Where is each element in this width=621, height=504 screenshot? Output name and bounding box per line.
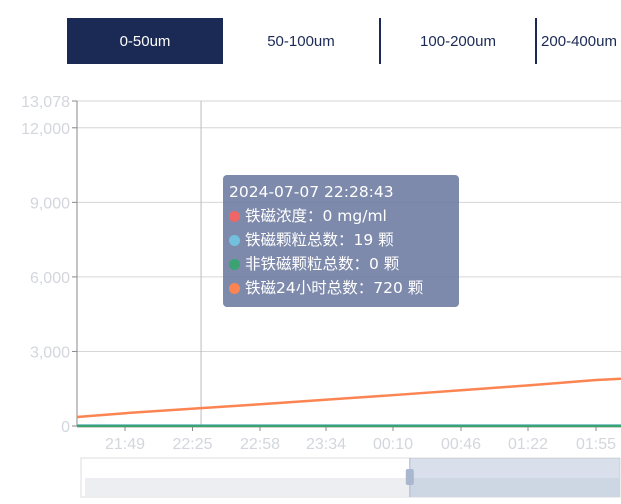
tooltip-label: 铁磁24小时总数：720 颗 — [245, 279, 424, 297]
red-dot-icon — [229, 210, 240, 222]
x-tick-label: 22:25 — [172, 436, 212, 453]
tooltip-row: 非铁磁颗粒总数：0 颗 — [229, 252, 453, 276]
y-tick-label: 9,000 — [30, 195, 70, 212]
tooltip-label: 非铁磁颗粒总数：0 颗 — [245, 255, 400, 273]
tooltip-row: 铁磁24小时总数：720 颗 — [229, 276, 453, 300]
tooltip-label: 铁磁浓度：0 mg/ml — [245, 207, 387, 225]
y-tick-label: 6,000 — [30, 270, 70, 287]
green-dot-icon — [229, 258, 240, 270]
tooltip: 2024-07-07 22:28:43 铁磁浓度：0 mg/ml 铁磁颗粒总数：… — [223, 175, 459, 307]
tab-200-400um[interactable]: 200-400um — [535, 18, 621, 64]
tab-0-50um[interactable]: 0-50um — [67, 18, 223, 64]
y-tick-label: 0 — [61, 419, 70, 436]
y-tick-label: 3,000 — [30, 344, 70, 361]
x-tick-label: 21:49 — [105, 436, 145, 453]
tooltip-row: 铁磁颗粒总数：19 颗 — [229, 228, 453, 252]
x-tick-label: 01:22 — [508, 436, 548, 453]
size-range-tabs: 0-50um 50-100um 100-200um 200-400um — [67, 18, 621, 64]
x-tick-label: 00:46 — [441, 436, 481, 453]
tooltip-time: 2024-07-07 22:28:43 — [229, 183, 394, 201]
blue-dot-icon — [229, 234, 240, 246]
tooltip-row: 铁磁浓度：0 mg/ml — [229, 204, 453, 228]
datazoom-preview — [85, 478, 620, 497]
datazoom-handle[interactable] — [405, 469, 414, 485]
tooltip-label: 铁磁颗粒总数：19 颗 — [245, 231, 394, 249]
x-tick-label: 23:34 — [306, 436, 346, 453]
y-tick-label: 12,000 — [21, 121, 70, 138]
orange-dot-icon — [229, 282, 240, 294]
y-tick-label: 13,078 — [21, 94, 70, 111]
tab-50-100um[interactable]: 50-100um — [267, 32, 335, 50]
tab-100-200um[interactable]: 100-200um — [379, 18, 535, 64]
x-tick-label: 00:10 — [373, 436, 413, 453]
datazoom-selected-range[interactable] — [409, 458, 620, 497]
x-tick-label: 22:58 — [240, 436, 280, 453]
x-tick-label: 01:55 — [576, 436, 616, 453]
series-line-3 — [76, 377, 621, 419]
